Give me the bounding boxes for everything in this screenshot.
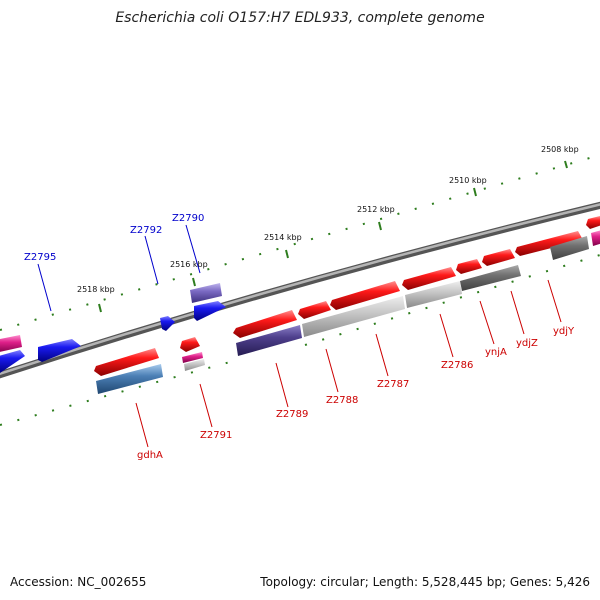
- reverse-gene-arrow[interactable]: [38, 339, 81, 362]
- hit-block[interactable]: [184, 359, 205, 371]
- gene-label-z2788[interactable]: Z2788: [326, 395, 358, 406]
- label-leaders: [37, 224, 562, 448]
- forward-gene-arrow[interactable]: [482, 249, 515, 266]
- hit-block[interactable]: [0, 335, 22, 353]
- scale-tick-label: 2508 kbp: [541, 145, 579, 154]
- map-title: Escherichia coli O157:H7 EDL933, complet…: [115, 10, 485, 26]
- reverse-genes: [0, 301, 226, 373]
- forward-gene-arrow[interactable]: [586, 216, 600, 229]
- hit-block[interactable]: [236, 325, 302, 356]
- gene-label-z2787[interactable]: Z2787: [377, 379, 409, 390]
- hit-block[interactable]: [190, 283, 222, 303]
- topology-label: Topology:: [260, 575, 317, 589]
- scale-tick-label: 2512 kbp: [357, 205, 395, 214]
- reverse-hits: [0, 283, 222, 353]
- gene-label-ydjy[interactable]: ydjY: [553, 326, 575, 337]
- inner-tick-row: [0, 254, 600, 426]
- forward-gene-arrow[interactable]: [456, 259, 482, 274]
- scale-tick-label: 2514 kbp: [264, 233, 302, 242]
- forward-gene-arrow[interactable]: [180, 337, 200, 352]
- scale-tick-label: 2516 kbp: [170, 260, 208, 269]
- gene-label-z2786[interactable]: Z2786: [441, 360, 473, 371]
- scale-tick-label: 2510 kbp: [449, 176, 487, 185]
- accession-info: Accession: NC_002655: [10, 575, 146, 589]
- reverse-gene-arrow[interactable]: [194, 301, 226, 321]
- hit-block[interactable]: [550, 236, 589, 260]
- length-value: 5,528,445 bp: [421, 575, 502, 589]
- reverse-gene-arrow[interactable]: [0, 350, 25, 373]
- forward-gene-arrow[interactable]: [298, 301, 331, 319]
- reverse-gene-arrow[interactable]: [160, 316, 175, 331]
- genome-backbone-highlight: [0, 203, 600, 376]
- hit-block[interactable]: [591, 230, 600, 246]
- hit-block[interactable]: [460, 265, 521, 291]
- scale-labels: 2508 kbp 2510 kbp 2512 kbp 2514 kbp 2516…: [77, 145, 579, 313]
- gene-label-z2790[interactable]: Z2790: [172, 213, 204, 224]
- gene-label-z2791[interactable]: Z2791: [200, 430, 232, 441]
- gene-label-ynja[interactable]: ynjA: [485, 347, 507, 358]
- gene-label-gdha[interactable]: gdhA: [137, 450, 163, 461]
- gene-label-z2795[interactable]: Z2795: [24, 252, 56, 263]
- hit-block[interactable]: [302, 296, 405, 337]
- genes-label: Genes:: [509, 575, 552, 589]
- gene-label-z2792[interactable]: Z2792: [130, 225, 162, 236]
- genome-stats: Topology: circular; Length: 5,528,445 bp…: [260, 575, 590, 589]
- forward-hits: [96, 230, 600, 394]
- forward-gene-arrow[interactable]: [94, 348, 159, 376]
- accession-label: Accession:: [10, 575, 74, 589]
- gene-label-z2789[interactable]: Z2789: [276, 409, 308, 420]
- forward-gene-arrow[interactable]: [515, 231, 583, 256]
- hit-block[interactable]: [96, 364, 163, 394]
- accession-value: NC_002655: [77, 575, 147, 589]
- reverse-gene-labels: Z2795 Z2792 Z2790: [24, 213, 204, 263]
- outer-tick-row: [0, 154, 600, 331]
- forward-genes: [94, 216, 600, 376]
- scale-tick-label: 2518 kbp: [77, 285, 115, 294]
- gene-label-ydjz[interactable]: ydjZ: [516, 338, 538, 349]
- length-label: Length:: [372, 575, 419, 589]
- genes-value: 5,426: [555, 575, 590, 589]
- hit-block[interactable]: [405, 281, 462, 308]
- topology-value: circular: [320, 575, 365, 589]
- forward-gene-arrow[interactable]: [233, 310, 297, 338]
- forward-gene-arrow[interactable]: [402, 267, 456, 290]
- hit-block[interactable]: [182, 352, 203, 363]
- forward-gene-arrow[interactable]: [330, 281, 400, 310]
- forward-gene-labels: gdhA Z2791 Z2789 Z2788 Z2787 Z2786 ynjA …: [137, 326, 575, 461]
